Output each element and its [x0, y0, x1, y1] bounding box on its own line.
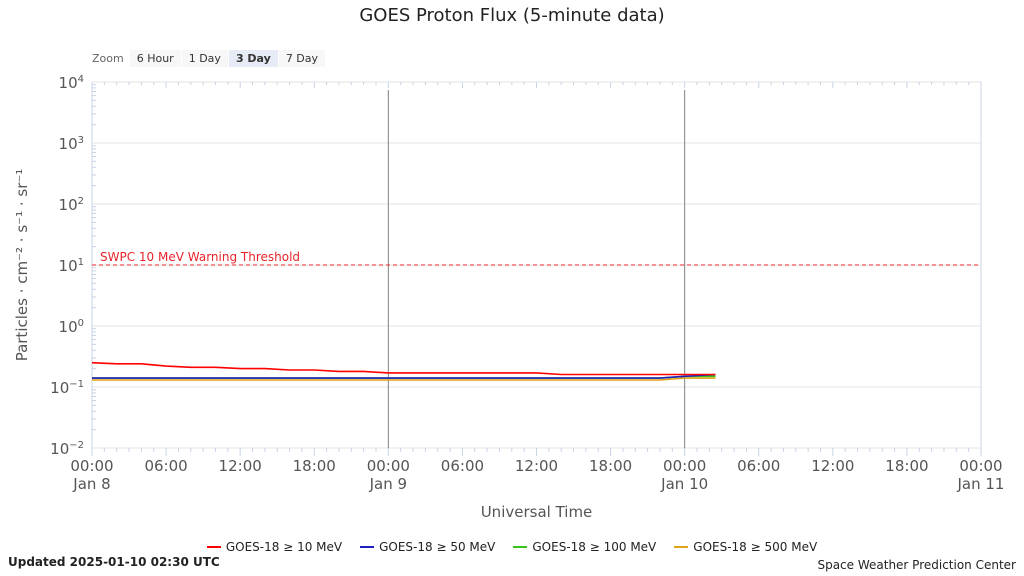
- zoom-1-day-button[interactable]: 1 Day: [181, 50, 228, 67]
- x-tick-label: 00:00: [367, 457, 410, 475]
- series-line-0[interactable]: [91, 361, 716, 376]
- legend-label: GOES-18 ≥ 50 MeV: [379, 540, 496, 554]
- x-tick-label: 06:00: [144, 457, 187, 475]
- zoom-3-day-button[interactable]: 3 Day: [228, 50, 278, 67]
- legend-swatch: [206, 546, 221, 548]
- zoom-bar: Zoom 6 Hour 1 Day 3 Day 7 Day: [92, 50, 326, 67]
- updated-timestamp: Updated 2025-01-10 02:30 UTC: [8, 555, 220, 569]
- y-tick-label: 103: [59, 135, 84, 153]
- x-tick-day-label: Jan 11: [957, 475, 1005, 493]
- zoom-7-day-button[interactable]: 7 Day: [278, 50, 326, 67]
- zoom-6-hour-button[interactable]: 6 Hour: [129, 50, 181, 67]
- x-axis-title: Universal Time: [481, 503, 593, 521]
- y-tick-label: 102: [59, 196, 84, 214]
- legend-item[interactable]: GOES-18 ≥ 10 MeV: [206, 540, 343, 554]
- series-line-1[interactable]: [92, 373, 716, 379]
- x-tick-label: 06:00: [737, 457, 780, 475]
- x-tick-day-label: Jan 8: [72, 475, 110, 493]
- threshold-label: SWPC 10 MeV Warning Threshold: [100, 250, 300, 264]
- y-axis-title: Particles · cm⁻² · s⁻¹ · sr⁻¹: [13, 169, 31, 362]
- x-tick-label: 06:00: [441, 457, 484, 475]
- legend-label: GOES-18 ≥ 10 MeV: [225, 540, 343, 554]
- legend-swatch: [674, 546, 689, 548]
- y-tick-label: 10−1: [50, 379, 84, 397]
- y-tick-label: 10−2: [50, 440, 84, 458]
- chart-title: GOES Proton Flux (5-minute data): [359, 5, 665, 26]
- legend-swatch: [360, 546, 375, 548]
- x-tick-label: 18:00: [589, 457, 632, 475]
- legend-item[interactable]: GOES-18 ≥ 100 MeV: [513, 540, 656, 554]
- zoom-label: Zoom: [92, 52, 124, 65]
- y-tick-label: 100: [59, 318, 84, 336]
- x-tick-label: 12:00: [515, 457, 558, 475]
- x-tick-label: 00:00: [70, 457, 113, 475]
- legend: GOES-18 ≥ 10 MeV GOES-18 ≥ 50 MeV GOES-18 …: [0, 540, 1024, 554]
- credit-text: Space Weather Prediction Center: [817, 558, 1016, 572]
- x-tick-label: 00:00: [663, 457, 706, 475]
- series-line-3[interactable]: [92, 377, 716, 381]
- x-tick-label: 18:00: [885, 457, 928, 475]
- x-tick-label: 12:00: [811, 457, 854, 475]
- legend-item[interactable]: GOES-18 ≥ 500 MeV: [674, 540, 817, 554]
- legend-swatch: [513, 546, 528, 548]
- legend-item[interactable]: GOES-18 ≥ 50 MeV: [360, 540, 495, 554]
- y-tick-label: 104: [59, 74, 84, 92]
- x-tick-day-label: Jan 9: [369, 475, 407, 493]
- x-tick-label: 12:00: [219, 457, 262, 475]
- legend-label: GOES-18 ≥ 100 MeV: [532, 540, 657, 554]
- x-tick-label: 18:00: [293, 457, 336, 475]
- y-tick-label: 101: [59, 257, 84, 275]
- x-tick-label: 00:00: [959, 457, 1002, 475]
- legend-label: GOES-18 ≥ 500 MeV: [693, 540, 818, 554]
- x-tick-day-label: Jan 10: [660, 475, 708, 493]
